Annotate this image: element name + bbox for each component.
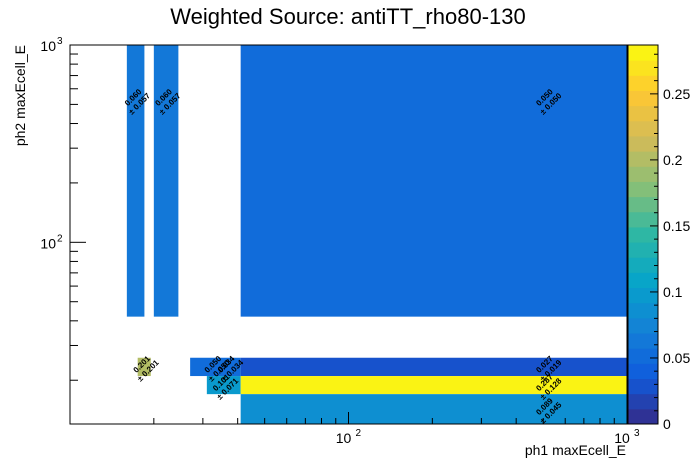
chart-title: Weighted Source: antiTT_rho80-130 bbox=[170, 4, 525, 29]
colorbar: 0 0.05 0.1 0.15 0.2 0.25 bbox=[627, 44, 690, 432]
colorbar-tick-label: 0 bbox=[663, 416, 671, 432]
heatmap-cell bbox=[240, 394, 627, 424]
colorbar-tick-label: 0.15 bbox=[663, 218, 690, 234]
x-axis-ticks bbox=[153, 412, 615, 424]
heatmap-cell-labels: 0.060± 0.057 0.060± 0.057 0.050± 0.0500.20… bbox=[123, 87, 564, 426]
colorbar-ticks: 0 0.05 0.1 0.15 0.2 0.25 bbox=[650, 53, 690, 432]
heatmap-cell bbox=[240, 376, 627, 395]
y-tick-base: 10 bbox=[40, 38, 56, 54]
colorbar-band bbox=[628, 272, 658, 289]
x-tick-label: 10 2 bbox=[336, 428, 362, 446]
colorbar-band bbox=[628, 226, 658, 243]
heatmap-cell bbox=[240, 357, 627, 377]
colorbar-tick-label: 0.1 bbox=[663, 284, 683, 300]
heatmap-cell bbox=[126, 45, 145, 317]
colorbar-border bbox=[627, 44, 659, 425]
y-axis-title: ph2 maxEcell_E bbox=[12, 45, 28, 146]
y-axis-ticks bbox=[70, 53, 86, 381]
colorbar-tick-label: 0.25 bbox=[663, 86, 690, 102]
x-axis-title: ph1 maxEcell_E bbox=[525, 442, 626, 458]
x-tick-exp: 3 bbox=[634, 428, 640, 439]
x-tick-labels: 10 2 10 3 bbox=[336, 428, 640, 446]
colorbar-band bbox=[628, 135, 658, 152]
colorbar-tick-label: 0.2 bbox=[663, 152, 683, 168]
colorbar-band bbox=[628, 60, 658, 76]
colorbar-band bbox=[628, 120, 658, 137]
colorbar-bands bbox=[628, 45, 658, 425]
heatmap-cell bbox=[153, 45, 179, 317]
colorbar-band bbox=[628, 348, 658, 364]
colorbar-tick-label: 0.05 bbox=[663, 350, 690, 366]
heatmap-cell bbox=[240, 45, 627, 317]
colorbar-band bbox=[628, 90, 658, 107]
y-tick-exp: 3 bbox=[57, 36, 63, 47]
y-tick-label: 10 2 bbox=[40, 233, 63, 251]
plot-area: 0.060± 0.057 0.060± 0.057 0.050± 0.0500.20… bbox=[69, 44, 628, 426]
colorbar-band bbox=[628, 151, 658, 167]
y-tick-base: 10 bbox=[40, 235, 56, 251]
colorbar-band bbox=[628, 333, 658, 349]
colorbar-band bbox=[628, 105, 658, 122]
colorbar-band bbox=[628, 45, 658, 61]
heatmap-cell bbox=[206, 376, 241, 395]
x-tick-label: 10 3 bbox=[614, 428, 640, 446]
colorbar-band bbox=[628, 196, 658, 213]
x-tick-base: 10 bbox=[614, 430, 630, 446]
colorbar-band bbox=[628, 166, 658, 182]
colorbar-band bbox=[628, 287, 658, 304]
heatmap-cell bbox=[137, 357, 151, 377]
colorbar-band bbox=[628, 257, 658, 273]
colorbar-band bbox=[628, 363, 658, 380]
heatmap-cell bbox=[190, 357, 241, 377]
y-tick-exp: 2 bbox=[57, 233, 63, 244]
colorbar-band bbox=[628, 378, 658, 395]
colorbar-band bbox=[628, 317, 658, 334]
colorbar-band bbox=[628, 302, 658, 319]
y-tick-label: 10 3 bbox=[40, 36, 63, 54]
colorbar-band bbox=[628, 393, 658, 410]
colorbar-band bbox=[628, 181, 658, 198]
colorbar-band bbox=[628, 408, 658, 425]
colorbar-band bbox=[628, 242, 658, 258]
colorbar-band bbox=[628, 75, 658, 91]
x-tick-exp: 2 bbox=[356, 428, 362, 439]
heatmap-cells bbox=[126, 45, 627, 424]
colorbar-band bbox=[628, 211, 658, 228]
x-tick-base: 10 bbox=[336, 430, 352, 446]
